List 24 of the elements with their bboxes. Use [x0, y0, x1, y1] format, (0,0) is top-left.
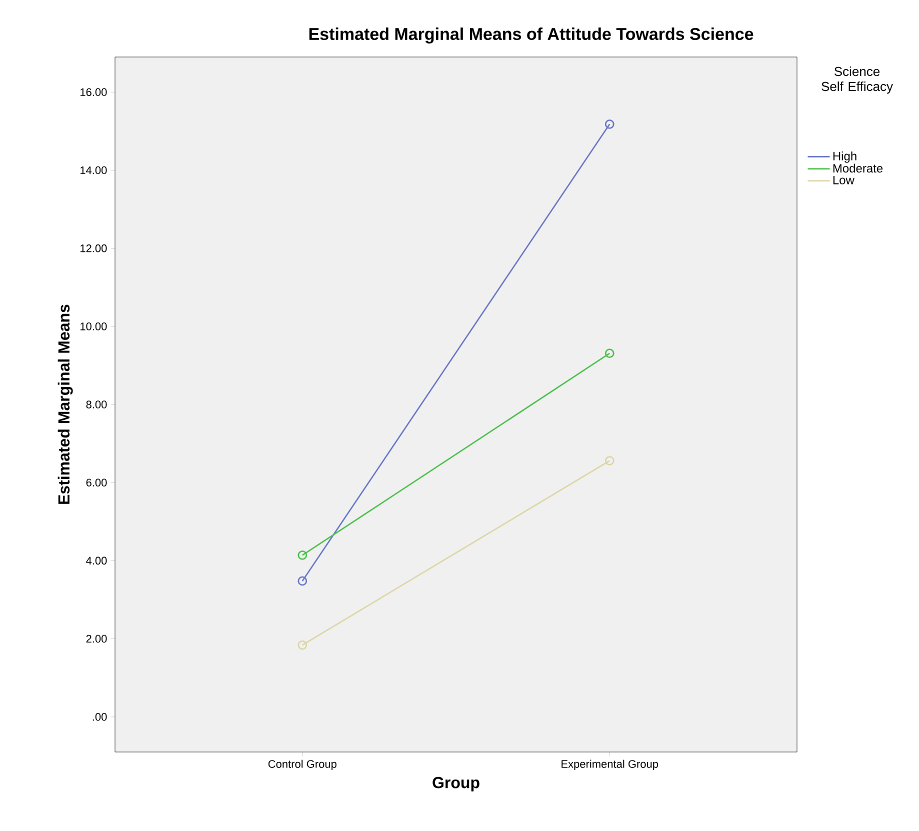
point [298, 550, 308, 560]
y-tick-label: 2.00 [86, 634, 107, 643]
legend-label: High [833, 152, 856, 163]
legend-label: Moderate [833, 164, 883, 173]
x-axis-title: Group [432, 776, 480, 792]
y-tick-label: 12.00 [80, 244, 107, 252]
y-tick-label: 6.00 [86, 478, 107, 486]
y-axis-title: Estimated Marginal Means [58, 304, 73, 504]
y-tick-label: 10.00 [80, 322, 107, 330]
legend-label: Low [833, 176, 854, 184]
point [298, 640, 308, 650]
point [604, 119, 614, 129]
y-tick-label: 16.00 [80, 88, 107, 96]
y-tick-label: 4.00 [86, 556, 107, 565]
point [298, 576, 308, 586]
chart-title: Estimated Marginal Means of Attitude Towards Science [309, 28, 754, 44]
point [604, 348, 614, 358]
y-tick-label: 8.00 [86, 400, 107, 408]
y-tick-label: .00 [92, 712, 107, 721]
y-tick-label: 14.00 [80, 166, 107, 174]
x-tick-label: Control Group [268, 760, 336, 770]
legend-title: Science Self Efficacy [822, 66, 893, 94]
point [604, 456, 614, 466]
x-tick-label: Experimental Group [562, 760, 658, 770]
